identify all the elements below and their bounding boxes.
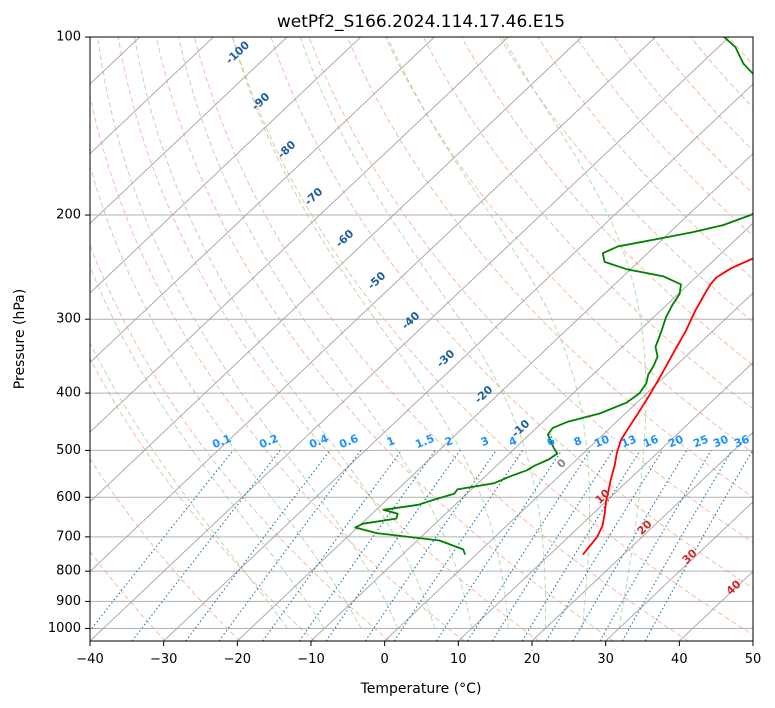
x-tick-label: −30 — [150, 652, 177, 667]
isotherm-line — [384, 292, 753, 641]
dewpoint-profile — [354, 37, 753, 555]
moist-adiabat — [178, 37, 473, 629]
mixing-ratio-label: 10 — [592, 433, 611, 451]
mixing-ratio-label: 36 — [732, 433, 751, 451]
x-axis-label: Temperature (°C) — [360, 681, 482, 697]
moist-adiabat — [90, 265, 325, 629]
isotherms — [90, 37, 753, 641]
mixing-ratio-line — [621, 450, 733, 641]
isotherm-line — [90, 37, 656, 573]
mixing-ratio-label: 2 — [443, 434, 455, 449]
dry-adiabat — [194, 37, 689, 641]
temperature-profile — [582, 257, 753, 556]
mixing-ratio-lines — [90, 450, 753, 641]
isotherm-line — [605, 501, 753, 641]
moist-adiabat — [386, 37, 591, 629]
y-tick-label: 400 — [56, 386, 81, 401]
y-axis: 100 200 300 400 500 600 700 800 900 1000 — [48, 30, 90, 636]
x-tick-label: 10 — [450, 652, 467, 667]
y-tick-label: 1000 — [48, 621, 81, 636]
dry-adiabat — [422, 37, 753, 410]
mixing-ratio-line — [218, 450, 362, 641]
mixing-ratio-line — [644, 450, 753, 641]
isotherm-line — [90, 37, 362, 294]
moist-adiabat — [232, 37, 509, 629]
x-tick-label: 50 — [745, 652, 762, 667]
isotherm-line — [90, 37, 435, 364]
dry-adiabat — [90, 457, 241, 641]
dry-adiabat — [117, 37, 540, 641]
y-tick-label: 900 — [56, 594, 81, 609]
isotherm-line — [531, 431, 753, 641]
chart-title: wetPf2_S166.2024.114.17.46.E15 — [277, 12, 565, 32]
mixing-ratio-label: 30 — [711, 433, 730, 451]
dry-adiabat — [90, 550, 166, 641]
isotherm-line — [90, 37, 509, 433]
dry-adiabat — [90, 93, 465, 641]
isotherm-line — [90, 37, 288, 224]
y-tick-label: 600 — [56, 490, 81, 505]
y-tick-label: 800 — [56, 564, 81, 579]
mixing-ratio-line — [545, 450, 663, 641]
dry-adiabat — [90, 357, 316, 641]
moist-adiabat — [134, 37, 436, 629]
y-tick-label: 100 — [56, 30, 81, 45]
plot-frame — [89, 36, 754, 642]
mixing-ratio-label: 25 — [691, 433, 710, 451]
moist-adiabats — [90, 37, 647, 629]
y-axis-label: Pressure (hPa) — [12, 289, 28, 389]
moist-adiabat — [502, 37, 647, 629]
mixing-ratio-label: 16 — [641, 433, 660, 451]
mixing-ratio-label: 20 — [666, 433, 685, 451]
dry-adiabat — [346, 37, 753, 499]
isotherm-line — [163, 83, 753, 641]
mixing-ratio-label: 1 — [385, 434, 397, 449]
isotherm-line — [90, 37, 583, 503]
dry-adiabat — [308, 37, 753, 544]
x-tick-label: −10 — [297, 652, 324, 667]
dry-adiabat — [384, 37, 753, 454]
moist-adiabat — [90, 341, 288, 629]
x-axis: −40 −30 −20 −10 0 10 20 30 40 50 — [76, 641, 761, 667]
isotherm-line — [90, 37, 214, 155]
mixing-ratio-line — [90, 450, 234, 632]
mixing-ratio-label: 13 — [619, 433, 638, 451]
y-tick-label: 200 — [56, 208, 81, 223]
isotherm-line — [236, 152, 753, 641]
mixing-ratio-line — [262, 450, 402, 641]
x-tick-label: 20 — [524, 652, 541, 667]
moist-adiabat — [299, 37, 546, 629]
mixing-ratio-line — [185, 450, 331, 641]
mixing-ratio-label: 3 — [479, 434, 491, 449]
dry-adiabat — [461, 37, 753, 366]
mixing-ratio-line — [325, 450, 461, 641]
mixing-ratio-line — [298, 450, 436, 641]
mixing-ratio-line — [435, 450, 563, 641]
moist-adiabat — [97, 37, 399, 629]
x-tick-label: −40 — [76, 652, 103, 667]
dry-adiabats — [90, 37, 753, 641]
dry-adiabat — [90, 243, 390, 641]
plot-area — [90, 37, 753, 641]
x-tick-label: 30 — [597, 652, 614, 667]
x-tick-label: 40 — [671, 652, 688, 667]
dry-adiabat — [270, 37, 753, 589]
y-tick-label: 300 — [56, 312, 81, 327]
isotherm-line — [457, 361, 753, 641]
x-tick-label: 0 — [381, 652, 389, 667]
mixing-ratio-line — [521, 450, 641, 641]
sounding-profiles — [354, 37, 753, 556]
y-tick-label: 500 — [56, 443, 81, 458]
x-tick-label: −20 — [224, 652, 251, 667]
mixing-ratio-label: 8 — [572, 434, 584, 449]
mixing-ratio-line — [364, 450, 497, 641]
moist-adiabat — [90, 164, 362, 629]
mixing-ratio-line — [393, 450, 524, 641]
mixing-ratio-line — [467, 450, 591, 641]
isotherm-line — [90, 37, 730, 641]
y-tick-label: 700 — [56, 529, 81, 544]
isotherm-line — [310, 222, 753, 641]
